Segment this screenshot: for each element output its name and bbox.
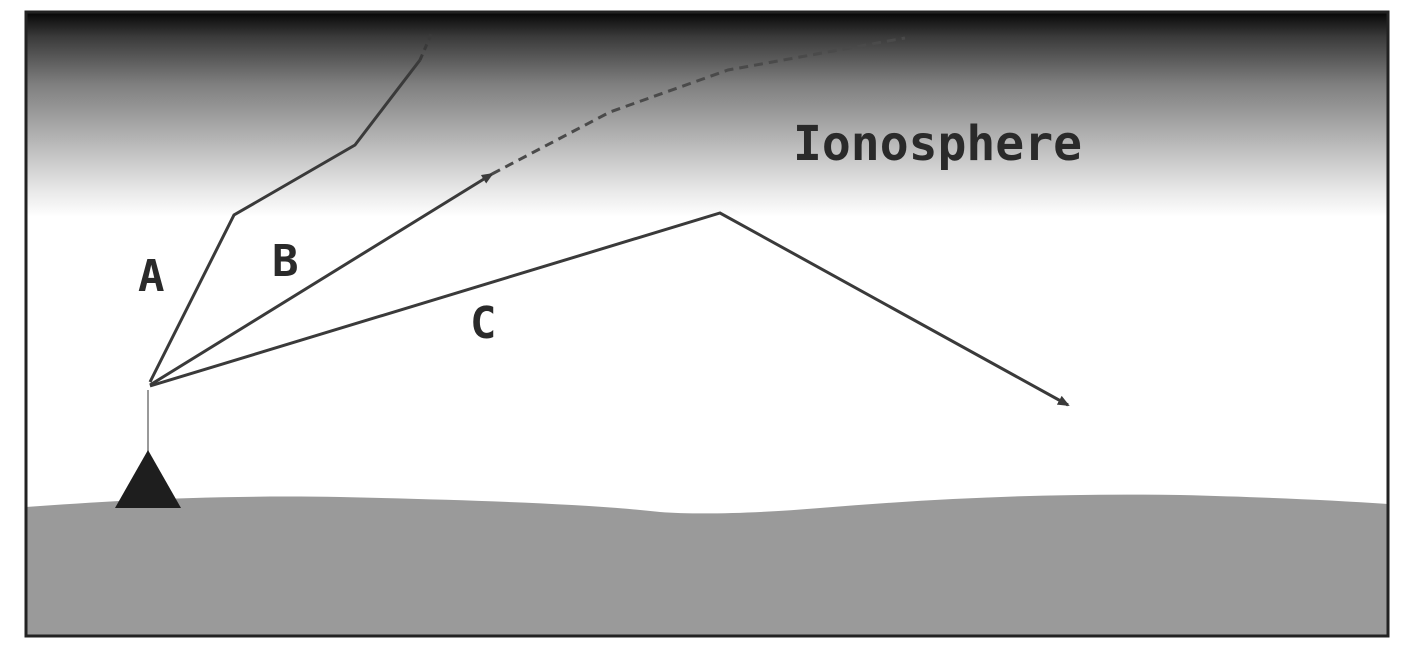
label-c: C [470,298,497,349]
ionosphere-label: Ionosphere [793,116,1082,172]
ray-a [148,59,422,383]
ionosphere-layer [26,12,1388,217]
antenna-icon [115,450,181,508]
ray-b-dashed [491,36,906,176]
ground [26,494,1388,636]
label-a: A [138,251,165,302]
ray-c [149,211,1070,407]
ray-b [149,172,494,387]
label-b: B [272,236,299,287]
diagram-border [24,10,1390,638]
ray-a-tip [418,29,435,61]
